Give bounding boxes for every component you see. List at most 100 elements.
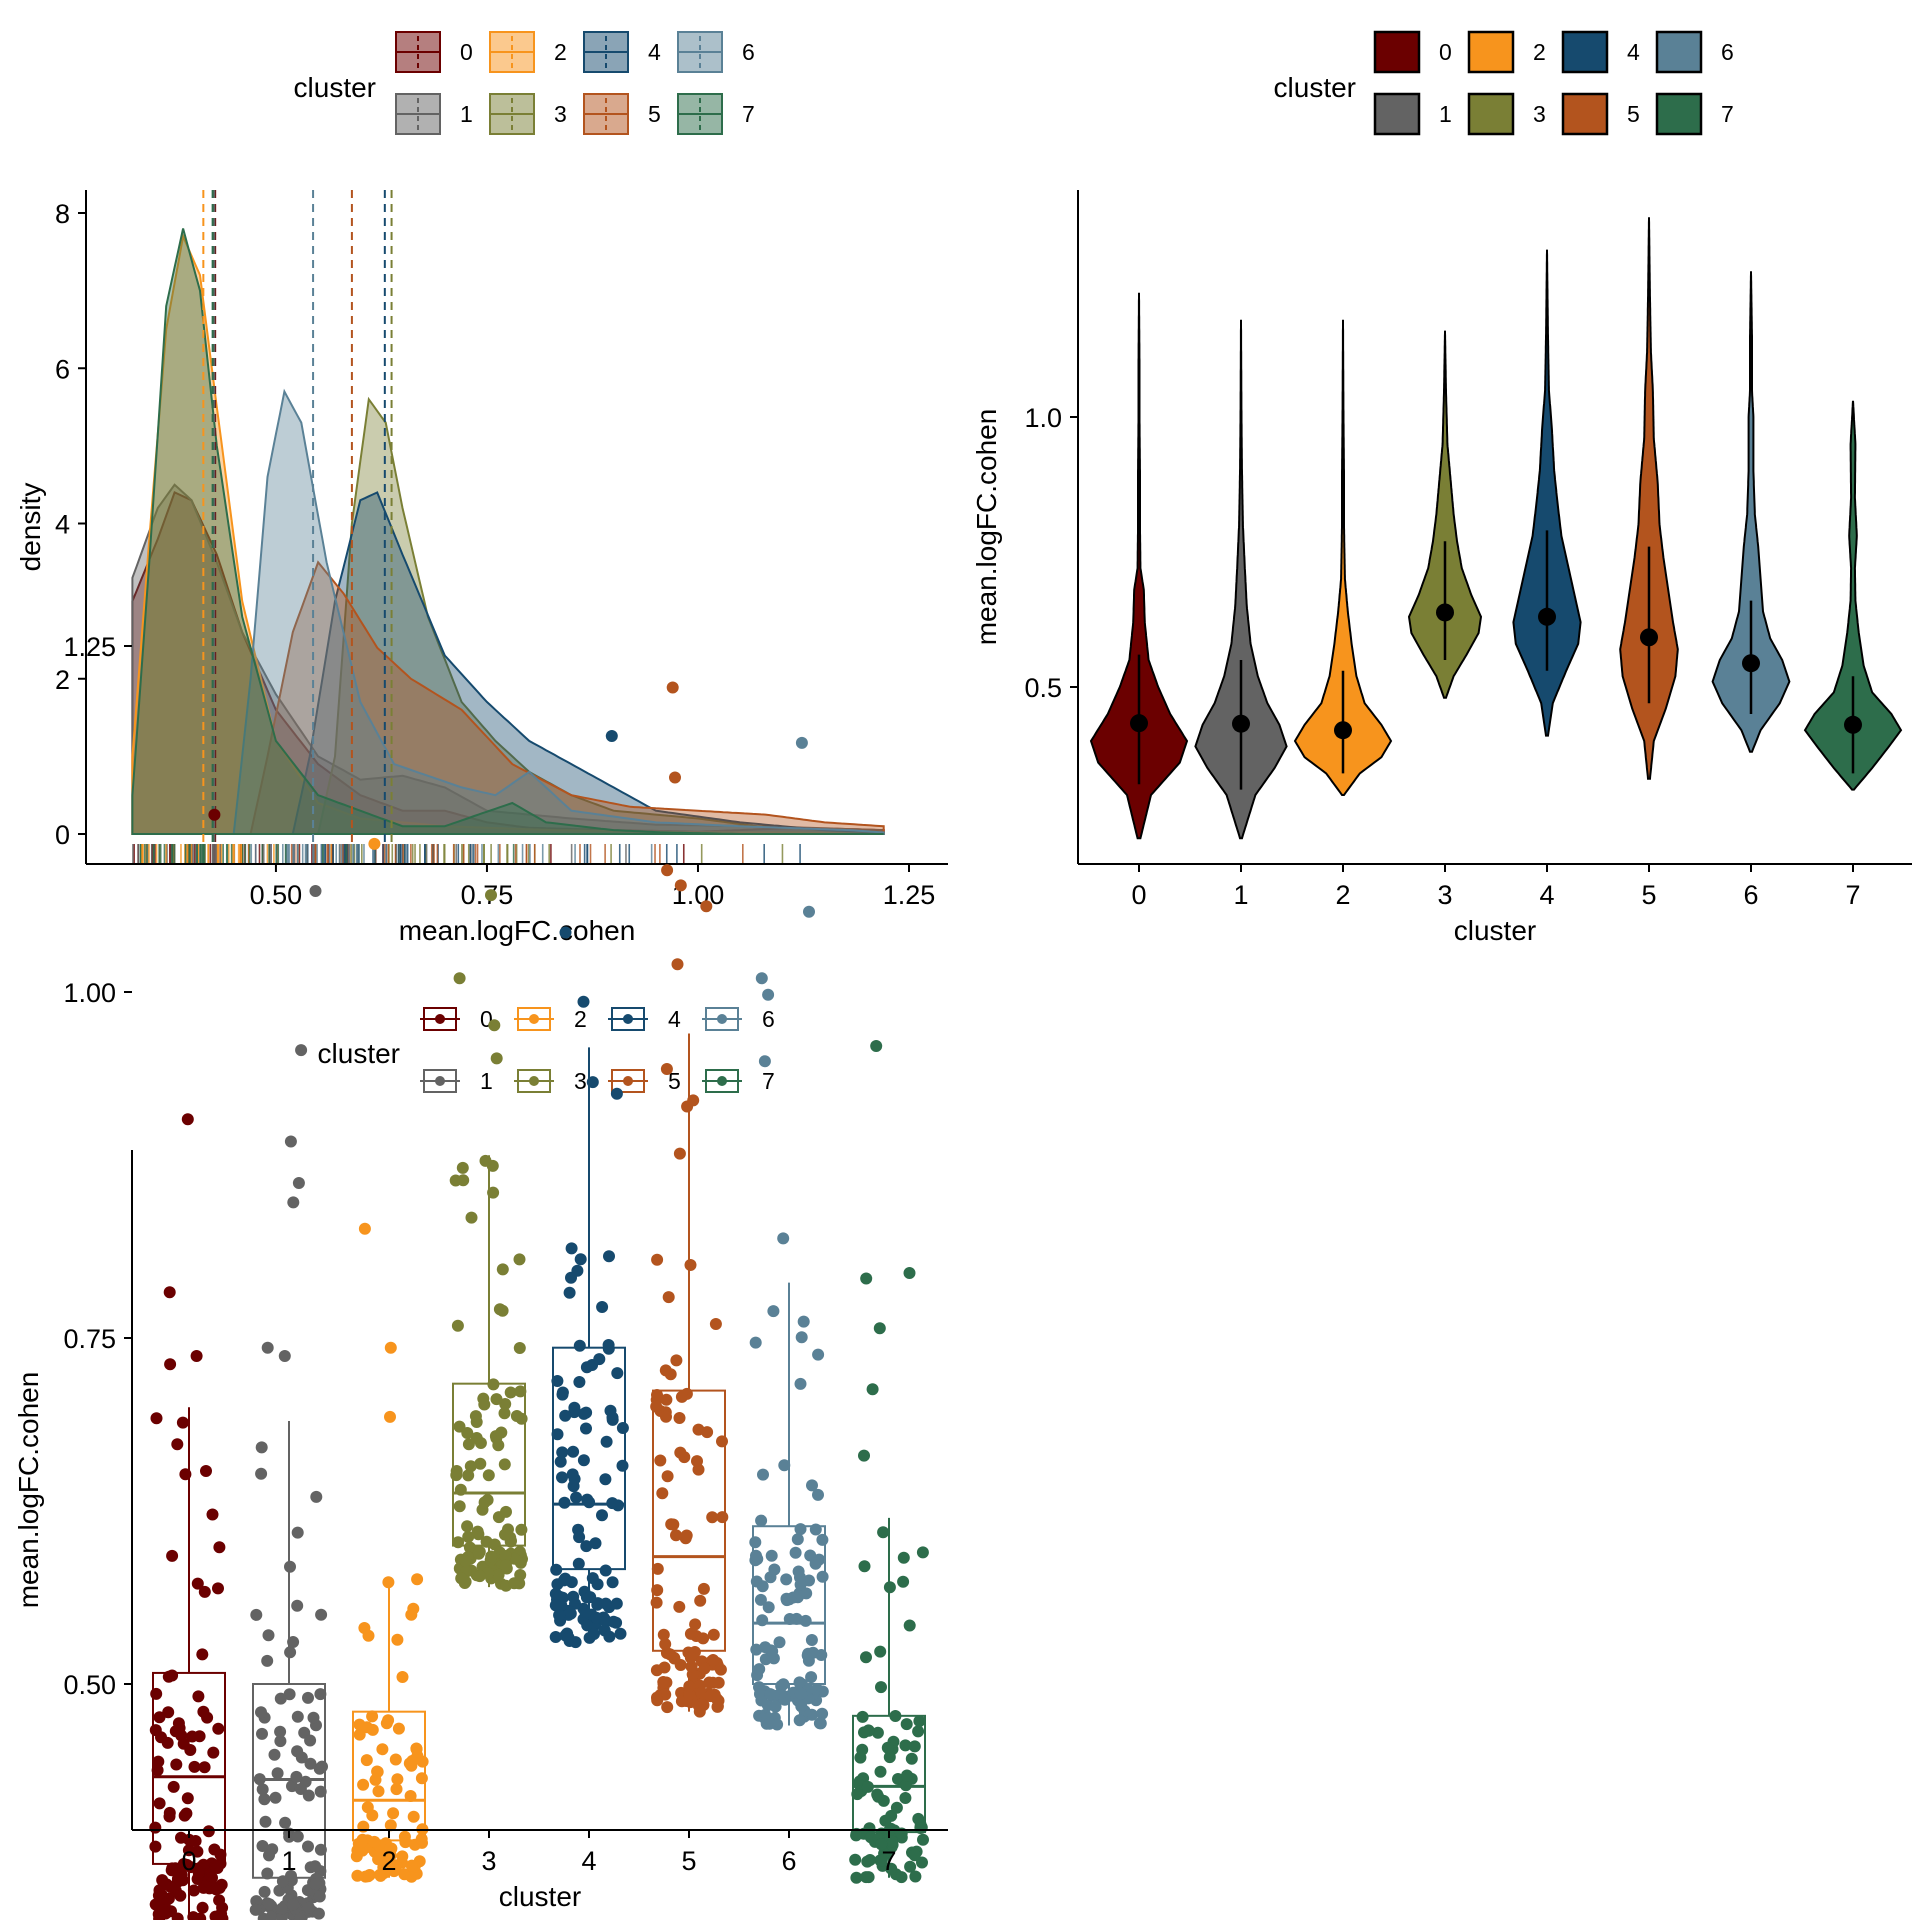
legend-key-1: 1: [1373, 92, 1452, 136]
data-point: [472, 1547, 485, 1560]
data-point: [291, 1599, 304, 1612]
data-point: [883, 1751, 896, 1764]
data-point: [650, 1400, 663, 1413]
y-tick-label: 0.50: [63, 1670, 116, 1700]
data-point: [187, 1884, 200, 1897]
data-point: [192, 1690, 205, 1703]
x-axis-title: mean.logFC.cohen: [399, 915, 636, 946]
legend-swatch-dot: [435, 1014, 445, 1024]
data-point: [858, 1726, 870, 1739]
legend-swatch-dot: [623, 1014, 633, 1024]
data-point: [614, 1627, 627, 1640]
data-point: [461, 1427, 474, 1439]
data-point: [366, 1809, 379, 1822]
data-point: [184, 1744, 197, 1756]
x-tick-label: 2: [381, 1846, 396, 1876]
data-point: [568, 1401, 581, 1414]
data-point: [196, 1901, 209, 1914]
data-point: [777, 1232, 790, 1245]
data-point: [875, 1681, 887, 1694]
data-point: [572, 1557, 585, 1570]
data-point: [368, 1835, 381, 1848]
legend-swatch: [1561, 30, 1609, 74]
data-point: [795, 736, 808, 749]
data-point: [573, 1339, 586, 1352]
legend-key-3: 3: [1467, 92, 1546, 136]
data-point: [769, 1700, 782, 1713]
x-axis-title: cluster: [499, 1881, 581, 1912]
density-area-6: [132, 388, 885, 835]
legend-swatch: [1467, 30, 1515, 74]
data-point: [209, 1859, 222, 1872]
data-point: [768, 1563, 781, 1576]
data-point: [712, 1676, 725, 1689]
data-point: [358, 1622, 371, 1634]
data-point: [793, 1587, 806, 1600]
data-point: [866, 1383, 879, 1396]
data-point: [593, 1353, 606, 1366]
data-point: [389, 1753, 402, 1766]
data-point: [673, 1600, 686, 1613]
data-point: [689, 1618, 702, 1631]
data-point: [193, 1730, 206, 1743]
violin-shape: [1803, 400, 1903, 791]
violin-median-point: [1640, 628, 1658, 647]
density-area-7: [131, 228, 884, 835]
violin-4: [1512, 249, 1582, 737]
violin-shape: [1089, 292, 1189, 840]
data-point: [514, 1569, 527, 1581]
data-point: [410, 1742, 423, 1755]
legend-label-3: 3: [574, 1068, 587, 1094]
legend-label-5: 5: [668, 1068, 681, 1094]
data-point: [462, 1438, 475, 1451]
data-point: [250, 1895, 263, 1908]
data-point: [749, 1336, 762, 1349]
data-point: [302, 1691, 314, 1704]
violin-1: [1194, 319, 1288, 840]
data-point: [405, 1759, 418, 1772]
data-point: [812, 1348, 825, 1361]
legend-swatch: [1373, 30, 1421, 74]
data-point: [581, 1493, 594, 1506]
data-point: [310, 1490, 323, 1503]
data-point: [411, 1573, 424, 1586]
data-point: [750, 1549, 762, 1562]
data-point: [897, 1575, 910, 1588]
data-point: [456, 1161, 469, 1174]
data-point: [492, 1568, 505, 1581]
data-point: [570, 1491, 583, 1504]
legend-label-4: 4: [648, 39, 661, 65]
data-point: [515, 1523, 528, 1536]
data-point: [684, 1651, 697, 1664]
data-point: [580, 1540, 593, 1553]
data-point: [577, 1407, 590, 1420]
data-point: [278, 1350, 291, 1362]
violin-median-point: [1844, 715, 1862, 734]
x-tick-label: 1: [281, 1846, 296, 1876]
data-point: [459, 1555, 472, 1568]
legend-label-1: 1: [480, 1068, 493, 1094]
legend-key-2: 2: [489, 31, 567, 73]
data-point: [886, 1835, 898, 1848]
data-point: [213, 1894, 226, 1907]
y-tick-label: 6: [55, 354, 70, 384]
data-point: [692, 1463, 705, 1476]
data-point: [794, 1687, 807, 1700]
data-point: [549, 1599, 562, 1612]
data-point: [908, 1849, 921, 1862]
boxplot-7: [849, 1040, 929, 1884]
data-point: [657, 1676, 670, 1688]
legend-swatch-dot: [623, 1076, 633, 1086]
x-tick-label: 1: [1233, 880, 1248, 910]
legend-key-1: 1: [420, 1068, 493, 1094]
data-point: [673, 1147, 686, 1160]
data-point: [376, 1743, 389, 1756]
data-point: [485, 889, 497, 902]
data-point: [809, 1523, 822, 1536]
data-point: [415, 1772, 428, 1785]
data-point: [707, 1654, 720, 1666]
violin-6: [1711, 271, 1791, 753]
legend-key-0: 0: [420, 1006, 493, 1032]
legend-label-3: 3: [554, 101, 567, 127]
data-point: [461, 1520, 474, 1533]
